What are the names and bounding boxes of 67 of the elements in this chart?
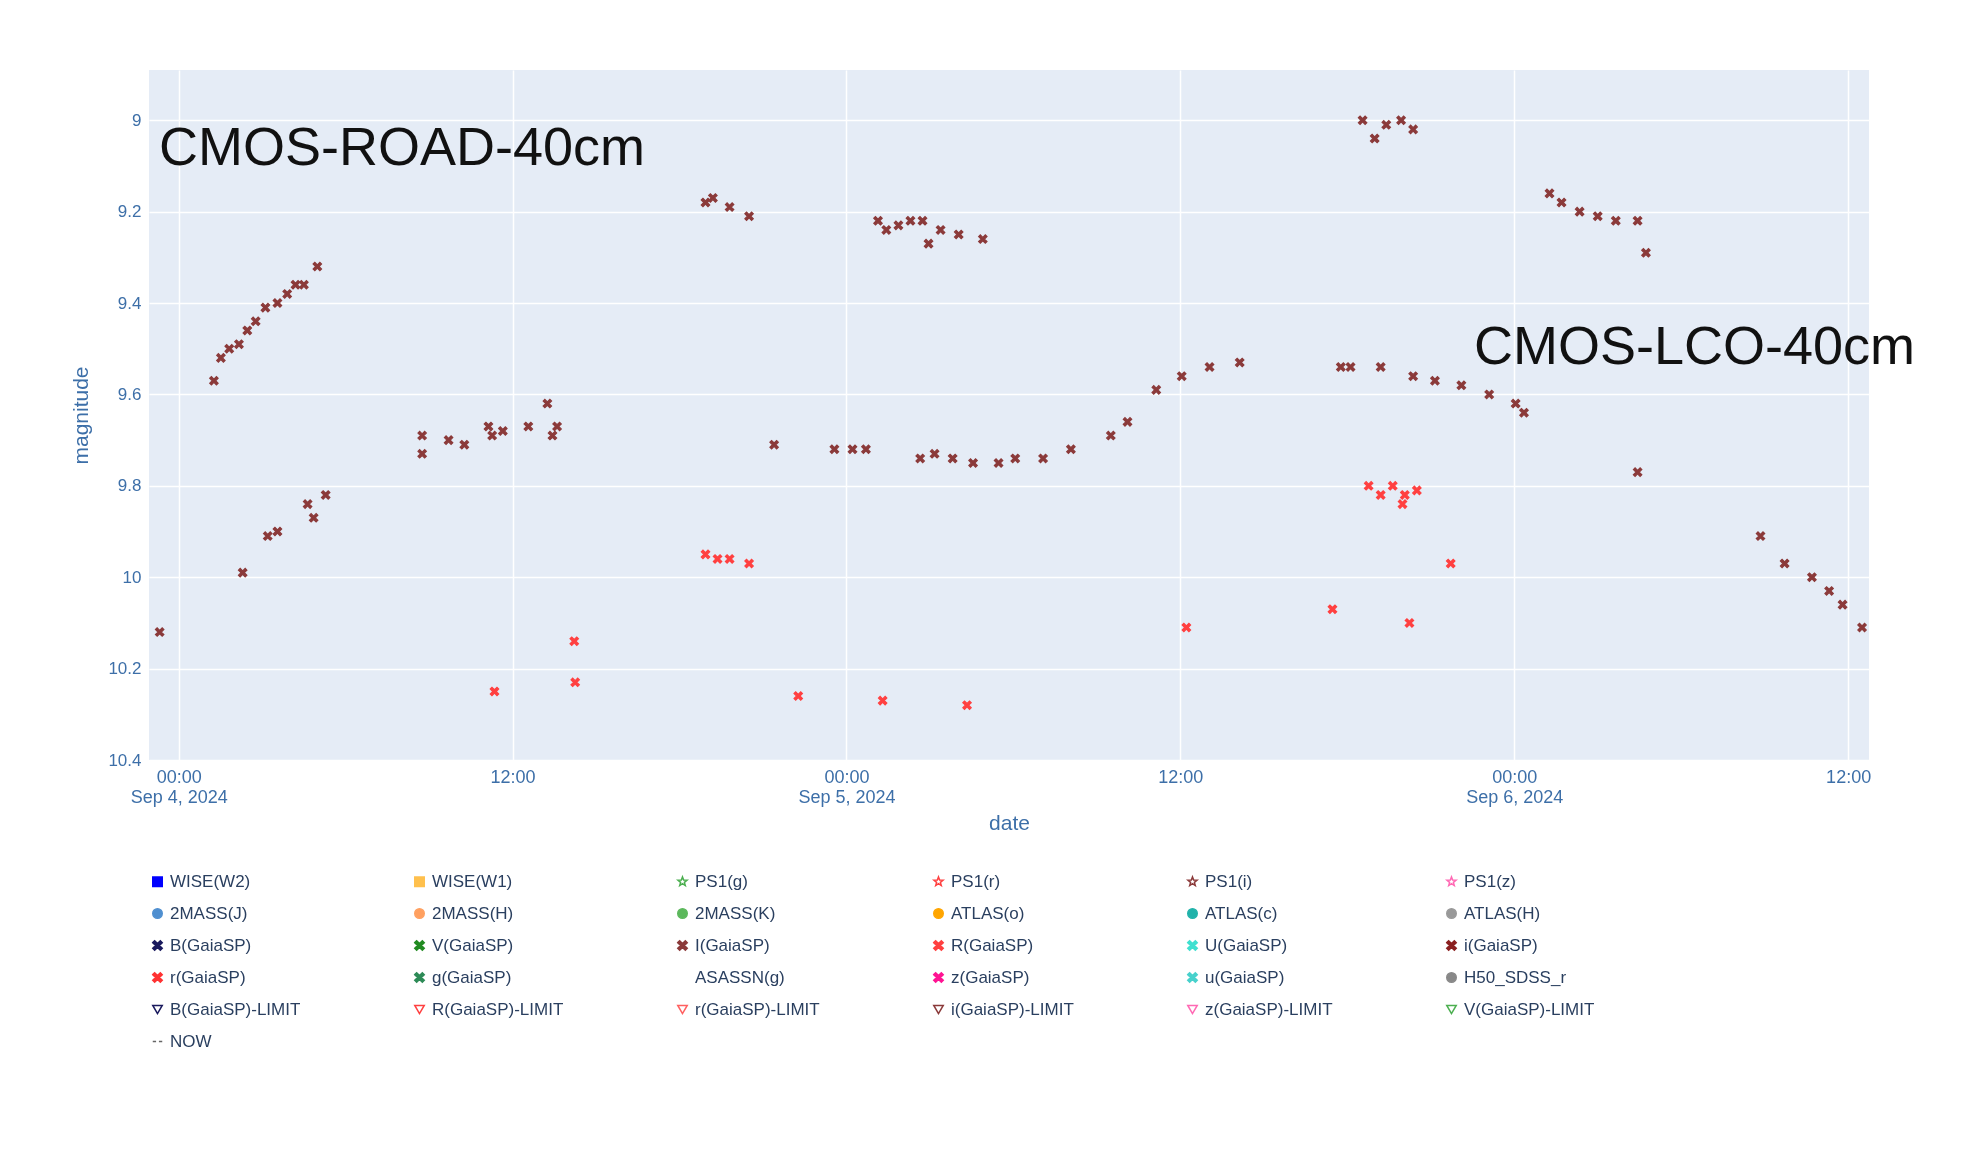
point [489, 686, 500, 697]
legend-label: R(GaiaSP) [951, 935, 1034, 955]
point [700, 549, 711, 560]
legend-label: NOW [170, 1031, 212, 1051]
legend-label: i(GaiaSP)-LIMIT [951, 999, 1074, 1019]
legend-label: R(GaiaSP)-LIMIT [432, 999, 564, 1019]
point [1181, 622, 1192, 633]
point [724, 554, 735, 564]
legend-label: WISE(W2) [170, 871, 251, 891]
legend-label: r(GaiaSP)-LIMIT [695, 999, 820, 1019]
point [1387, 481, 1398, 491]
point [1412, 485, 1422, 496]
point [1400, 490, 1410, 500]
point [1363, 481, 1374, 491]
x-tick-label: 12:00 [1158, 766, 1204, 787]
legend-label: ATLAS(H) [1464, 903, 1541, 923]
y-tick-label: 10.2 [108, 659, 142, 679]
text: ASASSN(g) [695, 967, 785, 987]
legend-label: 2MASS(K) [695, 903, 776, 923]
legend-label: ATLAS(c) [1205, 903, 1278, 923]
point [570, 677, 580, 688]
legend-label: V(GaiaSP) [432, 935, 514, 955]
x-axis-title: date [989, 810, 1030, 834]
legend-label: g(GaiaSP) [432, 967, 512, 987]
legend-label: I(GaiaSP) [695, 935, 770, 955]
point [569, 636, 580, 646]
x-tick-label: 12:00 [1826, 766, 1872, 787]
legend-label: PS1(z) [1464, 871, 1516, 891]
legend-label: PS1(i) [1205, 871, 1253, 891]
point [1375, 490, 1386, 500]
point [744, 558, 754, 569]
legend-label: V(GaiaSP)-LIMIT [1464, 999, 1595, 1019]
point [962, 700, 972, 710]
legend-label: 2MASS(J) [170, 903, 248, 923]
y-tick-label: 9.6 [117, 384, 142, 404]
y-axis-title: magnitude [69, 366, 93, 465]
y-tick-label: 10 [122, 567, 142, 587]
y-tick-label: 9.4 [117, 293, 142, 313]
point [712, 554, 723, 564]
legend-label: B(GaiaSP)-LIMIT [170, 999, 301, 1019]
point [1445, 558, 1456, 569]
point [1327, 604, 1338, 614]
legend-label: 2MASS(H) [432, 903, 514, 923]
x-tick-label: 00:00 Sep 5, 2024 [798, 766, 896, 807]
y-tick-label: 9.8 [117, 476, 142, 496]
legend-label: r(GaiaSP) [170, 967, 246, 987]
point [793, 691, 804, 701]
x-tick-label: 12:00 [490, 766, 536, 787]
legend-label: B(GaiaSP) [170, 935, 252, 955]
point [1404, 618, 1415, 628]
legend-label: WISE(W1) [432, 871, 513, 891]
legend-label: z(GaiaSP)-LIMIT [1205, 999, 1333, 1019]
legend-label: ATLAS(o) [951, 903, 1025, 923]
legend-label: U(GaiaSP) [1205, 935, 1288, 955]
annotation: CMOS-LCO-40cm [1474, 315, 1916, 375]
x-tick-label: 00:00 Sep 6, 2024 [1466, 766, 1564, 807]
legend-label: H50_SDSS_r [1464, 967, 1567, 987]
annotation: CMOS-ROAD-40cm [159, 116, 646, 176]
legend-label: PS1(g) [695, 871, 748, 891]
legend-label: u(GaiaSP) [1205, 967, 1285, 987]
legend-label: z(GaiaSP) [951, 967, 1030, 987]
point [877, 695, 888, 706]
legend-label: PS1(r) [951, 871, 1001, 891]
point [1397, 499, 1408, 509]
y-tick-label: 9.2 [117, 202, 142, 222]
y-tick-label: 9 [132, 110, 142, 130]
legend-label: i(GaiaSP) [1464, 935, 1538, 955]
